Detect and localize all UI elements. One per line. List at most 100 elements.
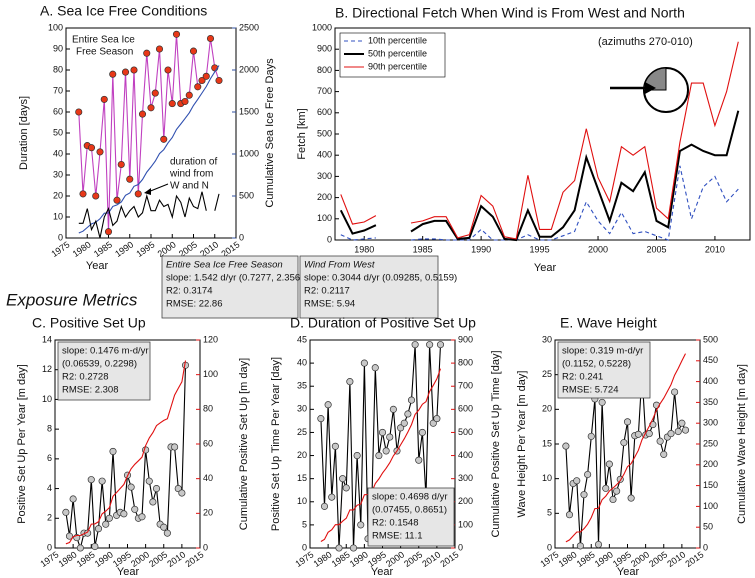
data-point <box>389 405 397 413</box>
data-point <box>130 66 138 74</box>
y-tick-label: 40 <box>53 148 63 158</box>
annotation: wind from <box>169 169 213 180</box>
y-tick-label: 0 <box>58 232 63 242</box>
x-tick-label: 1980 <box>71 239 93 259</box>
data-point <box>100 95 108 103</box>
x-tick-label: 1990 <box>471 244 491 254</box>
y-tick-label: 30 <box>297 404 307 414</box>
y2-tick-label: 100 <box>703 501 718 511</box>
y-tick-label: 80 <box>53 64 63 74</box>
y-tick-label: 12 <box>42 364 52 374</box>
legend-label: 10th percentile <box>368 35 427 45</box>
series-line <box>339 110 740 242</box>
y-tick-label: 0 <box>47 542 52 552</box>
y2-tick-label: 2000 <box>239 64 259 74</box>
data-point <box>117 160 125 169</box>
y-tick-label: 2 <box>47 513 52 523</box>
stats-line: RMSE: 2.308 <box>62 385 119 396</box>
y-tick-label: 400 <box>317 150 332 160</box>
y2-tick-label: 0 <box>703 542 708 552</box>
stats-box <box>57 341 151 401</box>
y-tick-label: 25 <box>297 427 307 437</box>
data-point <box>127 483 135 491</box>
series-line <box>340 165 739 241</box>
data-point <box>573 477 581 485</box>
chart-title: C. Positive Set Up <box>32 315 146 331</box>
x-tick-label: 1980 <box>354 244 374 254</box>
chart-title: B. Directional Fetch When Wind is From W… <box>335 5 685 21</box>
stats-line: RMSE: 11.1 <box>372 531 423 542</box>
y-tick-label: 15 <box>542 438 552 448</box>
y2-tick-label: 0 <box>458 542 463 552</box>
data-point <box>382 447 390 455</box>
series-line <box>78 34 220 232</box>
y2-axis-label: Cumulative Wave Height [m day] <box>736 364 748 524</box>
data-point <box>121 68 130 76</box>
stats-line: R2: 0.2728 <box>62 372 108 383</box>
data-point <box>415 456 423 464</box>
x-tick-label: 1990 <box>113 239 135 259</box>
data-point <box>320 502 329 510</box>
y2-tick-label: 100 <box>203 369 218 379</box>
data-point <box>580 491 588 499</box>
legend-label: 50th percentile <box>368 48 427 58</box>
y2-tick-label: 60 <box>203 438 213 448</box>
y2-tick-label: 120 <box>203 334 218 344</box>
data-point <box>62 508 70 516</box>
y-tick-label: 700 <box>317 86 332 96</box>
y-tick-label: 15 <box>297 473 307 483</box>
data-point <box>349 544 358 552</box>
data-point <box>346 378 354 386</box>
data-point <box>134 190 142 198</box>
data-point <box>102 520 110 528</box>
annotation: Free Season <box>76 47 133 58</box>
data-point <box>105 514 113 522</box>
data-point <box>605 460 613 468</box>
data-point <box>602 484 610 492</box>
y-tick-label: 10 <box>53 211 63 221</box>
series-line <box>565 373 686 546</box>
data-point <box>160 523 168 531</box>
stats-line: slope: 0.1476 m-d/yr <box>62 346 149 357</box>
stats-line: (0.1152, 0.5228) <box>562 359 631 370</box>
data-point <box>164 66 172 74</box>
stats-line: R2: 0.241 <box>562 372 603 383</box>
stats-line: slope: 1.542 d/yr (0.7277, 2.356) <box>166 273 303 284</box>
y-axis-label: Positive Set Up Time Per Year [day] <box>270 357 282 531</box>
x-axis-label: Year <box>371 566 394 578</box>
y-tick-label: 100 <box>317 213 332 223</box>
data-point <box>436 341 445 349</box>
y2-tick-label: 100 <box>458 519 473 529</box>
annotation: duration of <box>170 157 217 168</box>
data-point <box>371 364 379 372</box>
data-point <box>426 341 434 349</box>
y-tick-label: 4 <box>47 483 52 493</box>
y2-tick-label: 800 <box>458 357 473 367</box>
y-tick-label: 20 <box>297 450 307 460</box>
data-point <box>94 525 103 533</box>
y2-tick-label: 20 <box>203 508 213 518</box>
data-point <box>645 430 653 438</box>
y-tick-label: 35 <box>297 381 307 391</box>
y2-tick-label: 500 <box>458 427 473 437</box>
stats-box <box>161 255 299 319</box>
y2-tick-label: 900 <box>458 334 473 344</box>
data-point <box>562 442 570 450</box>
y2-axis-label: Cumulative Positive Set Up Time [day] <box>490 350 502 537</box>
section-heading: Exposure Metrics <box>6 290 138 309</box>
wind-icon <box>610 67 689 113</box>
data-point <box>172 30 181 38</box>
y-tick-label: 100 <box>48 22 63 32</box>
y2-tick-label: 1000 <box>239 148 259 158</box>
annotation: Entire Sea Ice <box>72 35 135 46</box>
y2-tick-label: 350 <box>703 397 718 407</box>
data-point <box>155 45 164 53</box>
y2-tick-label: 150 <box>703 480 718 490</box>
legend-label: 90th percentile <box>368 61 427 71</box>
x-tick-label: 1995 <box>530 244 550 254</box>
data-point <box>147 104 155 112</box>
y-tick-label: 14 <box>42 334 52 344</box>
stats-line: slope: 0.4698 d/yr <box>372 492 448 503</box>
y2-tick-label: 2500 <box>239 22 259 32</box>
